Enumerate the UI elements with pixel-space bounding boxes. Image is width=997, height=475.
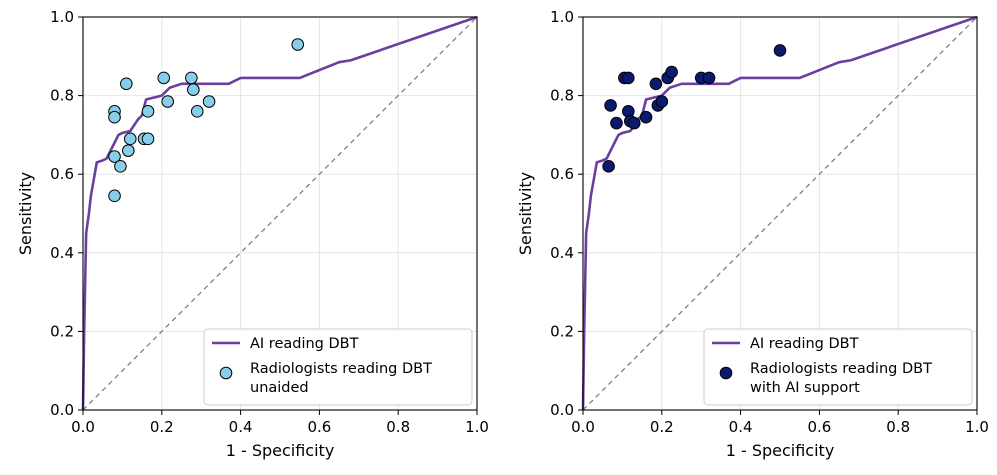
roc-panel-2: 0.0 0.2 0.4 0.6 0.8 1.0 0.0 0.2 0.4 0.6 0.8 1.0 1 - … xyxy=(516,8,989,460)
y-tick-label: 1.0 xyxy=(50,8,74,26)
x-tick-label: 0.4 xyxy=(729,418,753,436)
y-tick-label: 0.0 xyxy=(50,401,74,419)
radiologist-point xyxy=(120,77,133,91)
y-tick-label: 0.4 xyxy=(50,244,74,262)
radiologist-point xyxy=(185,71,198,85)
y-axis-label: Sensitivity xyxy=(516,172,535,255)
radiologist-point xyxy=(202,95,216,108)
x-axis-label: 1 - Specificity xyxy=(726,441,835,460)
radiologist-point xyxy=(602,160,615,173)
y-tick-label: 0.2 xyxy=(550,322,574,340)
radiologist-point xyxy=(187,83,200,97)
radiologist-point xyxy=(773,44,787,57)
radiologist-point xyxy=(665,65,678,79)
radiologist-point xyxy=(123,132,137,146)
x-tick-label: 0.2 xyxy=(150,418,174,436)
legend-label-radiologists-line1: Radiologists reading DBT xyxy=(750,361,932,377)
radiologist-point xyxy=(108,110,121,124)
radiologist-point xyxy=(291,38,305,51)
radiologist-point xyxy=(627,116,641,130)
radiologist-point xyxy=(141,132,155,146)
chance-diagonal-line xyxy=(582,16,978,411)
roc-panel-1: 0.0 0.2 0.4 0.6 0.8 1.0 0.0 0.2 0.4 0.6 0.8 1.0 1 - … xyxy=(16,8,489,460)
radiologist-point xyxy=(702,71,716,85)
legend: AI reading DBT Radiologists reading DBT un… xyxy=(203,328,473,406)
y-tick-label: 0.6 xyxy=(550,165,574,183)
radiologist-point xyxy=(639,110,653,124)
legend-marker-swatch xyxy=(219,366,233,380)
legend-label-radiologists-line2: with AI support xyxy=(750,380,860,396)
radiologist-point xyxy=(141,105,155,118)
y-tick-label: 0.6 xyxy=(50,165,74,183)
x-tick-label: 0.0 xyxy=(71,418,95,436)
x-tick-label: 0.8 xyxy=(386,418,410,436)
legend-label-ai: AI reading DBT xyxy=(250,336,359,352)
x-tick-label: 1.0 xyxy=(965,418,989,436)
radiologist-point xyxy=(655,95,669,108)
legend-box xyxy=(203,328,473,406)
y-tick-label: 0.2 xyxy=(50,322,74,340)
legend: AI reading DBT Radiologists reading DBT wi… xyxy=(703,328,973,406)
radiologist-point xyxy=(114,160,127,173)
radiologist-point xyxy=(604,99,617,112)
x-tick-label: 1.0 xyxy=(465,418,489,436)
scatter-series xyxy=(108,38,305,203)
radiologist-point xyxy=(610,116,623,130)
x-tick-label: 0.2 xyxy=(650,418,674,436)
legend-label-radiologists-line2: unaided xyxy=(250,380,309,396)
radiologist-point xyxy=(649,77,663,91)
roc-curve-line xyxy=(81,15,478,411)
y-axis-label: Sensitivity xyxy=(16,172,35,255)
radiologist-point xyxy=(108,189,121,203)
legend-label-radiologists-line1: Radiologists reading DBT xyxy=(250,361,432,377)
x-tick-label: 0.4 xyxy=(229,418,253,436)
legend-box xyxy=(703,328,973,406)
y-tick-label: 0.8 xyxy=(550,87,574,105)
y-tick-label: 0.0 xyxy=(550,401,574,419)
radiologist-point xyxy=(190,105,204,118)
x-axis-label: 1 - Specificity xyxy=(226,441,335,460)
radiologist-point xyxy=(161,95,175,108)
radiologist-point xyxy=(122,144,135,157)
chance-diagonal-line xyxy=(82,16,478,411)
x-tick-label: 0.6 xyxy=(807,418,831,436)
plot-frame xyxy=(582,16,978,411)
roc-curve-line xyxy=(581,15,978,411)
scatter-series xyxy=(602,44,787,173)
radiologist-point xyxy=(622,71,635,85)
y-tick-label: 0.8 xyxy=(50,87,74,105)
radiologist-point xyxy=(108,150,121,163)
x-tick-label: 0.6 xyxy=(307,418,331,436)
x-tick-label: 0.8 xyxy=(886,418,910,436)
radiologist-point xyxy=(157,71,171,85)
x-tick-label: 0.0 xyxy=(571,418,595,436)
legend-label-ai: AI reading DBT xyxy=(750,336,859,352)
legend-marker-swatch xyxy=(719,366,733,380)
y-tick-label: 1.0 xyxy=(550,8,574,26)
y-tick-label: 0.4 xyxy=(550,244,574,262)
plot-frame xyxy=(82,16,478,411)
